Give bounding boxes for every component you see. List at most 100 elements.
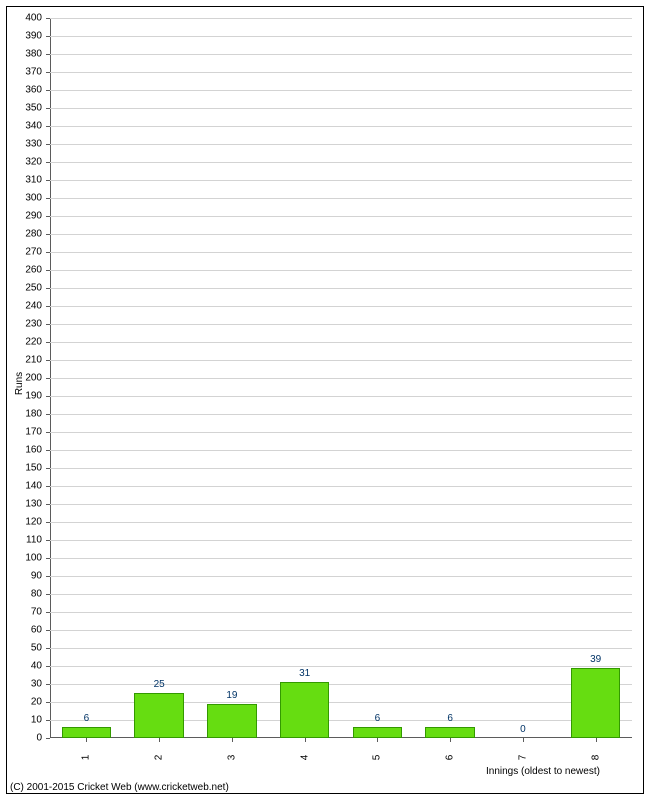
y-tick-mark	[46, 432, 50, 433]
y-tick-label: 130	[0, 499, 42, 510]
y-tick-mark	[46, 360, 50, 361]
gridline	[50, 414, 632, 415]
y-tick-label: 310	[0, 175, 42, 186]
y-tick-mark	[46, 162, 50, 163]
gridline	[50, 486, 632, 487]
bar-value-label: 6	[84, 713, 90, 724]
gridline	[50, 558, 632, 559]
y-tick-label: 40	[0, 661, 42, 672]
y-tick-mark	[46, 90, 50, 91]
gridline	[50, 18, 632, 19]
bar	[353, 727, 402, 738]
y-tick-mark	[46, 576, 50, 577]
y-tick-mark	[46, 630, 50, 631]
gridline	[50, 684, 632, 685]
y-tick-mark	[46, 198, 50, 199]
y-tick-mark	[46, 378, 50, 379]
x-tick-label: 6	[445, 755, 456, 761]
y-tick-mark	[46, 270, 50, 271]
gridline	[50, 36, 632, 37]
bar-value-label: 39	[590, 654, 601, 665]
gridline	[50, 126, 632, 127]
bar	[280, 682, 329, 738]
y-tick-label: 50	[0, 643, 42, 654]
gridline	[50, 522, 632, 523]
y-tick-mark	[46, 126, 50, 127]
y-tick-label: 110	[0, 535, 42, 546]
gridline	[50, 288, 632, 289]
y-tick-mark	[46, 684, 50, 685]
y-tick-label: 0	[0, 733, 42, 744]
y-tick-label: 10	[0, 715, 42, 726]
gridline	[50, 468, 632, 469]
gridline	[50, 666, 632, 667]
y-tick-mark	[46, 234, 50, 235]
y-tick-label: 250	[0, 283, 42, 294]
bar	[62, 727, 111, 738]
gridline	[50, 270, 632, 271]
y-tick-mark	[46, 594, 50, 595]
y-tick-mark	[46, 558, 50, 559]
gridline	[50, 72, 632, 73]
bar-value-label: 0	[520, 724, 526, 735]
y-tick-mark	[46, 180, 50, 181]
y-tick-mark	[46, 414, 50, 415]
gridline	[50, 216, 632, 217]
gridline	[50, 324, 632, 325]
bar-value-label: 6	[375, 713, 381, 724]
y-tick-label: 380	[0, 49, 42, 60]
x-tick-label: 2	[154, 755, 165, 761]
y-tick-mark	[46, 144, 50, 145]
y-tick-mark	[46, 486, 50, 487]
y-tick-label: 120	[0, 517, 42, 528]
y-tick-label: 90	[0, 571, 42, 582]
y-tick-label: 400	[0, 13, 42, 24]
gridline	[50, 540, 632, 541]
gridline	[50, 306, 632, 307]
y-tick-label: 70	[0, 607, 42, 618]
x-tick-label: 8	[590, 755, 601, 761]
y-tick-label: 210	[0, 355, 42, 366]
x-tick-mark	[159, 738, 160, 742]
y-tick-mark	[46, 666, 50, 667]
x-tick-label: 7	[517, 755, 528, 761]
y-tick-mark	[46, 450, 50, 451]
bar-value-label: 6	[447, 713, 453, 724]
y-tick-label: 240	[0, 301, 42, 312]
y-tick-mark	[46, 252, 50, 253]
x-axis-title: Innings (oldest to newest)	[486, 766, 600, 777]
y-tick-label: 20	[0, 697, 42, 708]
y-tick-label: 320	[0, 157, 42, 168]
x-tick-mark	[450, 738, 451, 742]
gridline	[50, 108, 632, 109]
y-tick-label: 60	[0, 625, 42, 636]
y-tick-mark	[46, 396, 50, 397]
y-tick-label: 280	[0, 229, 42, 240]
y-tick-label: 290	[0, 211, 42, 222]
gridline	[50, 396, 632, 397]
y-tick-mark	[46, 108, 50, 109]
x-tick-mark	[86, 738, 87, 742]
gridline	[50, 360, 632, 361]
y-tick-label: 30	[0, 679, 42, 690]
footer-text: (C) 2001-2015 Cricket Web (www.cricketwe…	[10, 782, 229, 793]
y-tick-label: 140	[0, 481, 42, 492]
y-tick-label: 270	[0, 247, 42, 258]
gridline	[50, 378, 632, 379]
y-tick-mark	[46, 72, 50, 73]
plot-area	[50, 18, 632, 738]
x-tick-mark	[377, 738, 378, 742]
y-tick-label: 370	[0, 67, 42, 78]
y-tick-label: 260	[0, 265, 42, 276]
gridline	[50, 342, 632, 343]
gridline	[50, 630, 632, 631]
y-tick-mark	[46, 468, 50, 469]
y-tick-label: 180	[0, 409, 42, 420]
y-tick-label: 300	[0, 193, 42, 204]
y-tick-label: 330	[0, 139, 42, 150]
y-tick-mark	[46, 720, 50, 721]
y-tick-mark	[46, 738, 50, 739]
y-tick-mark	[46, 612, 50, 613]
bar	[134, 693, 183, 738]
bar-value-label: 25	[154, 679, 165, 690]
